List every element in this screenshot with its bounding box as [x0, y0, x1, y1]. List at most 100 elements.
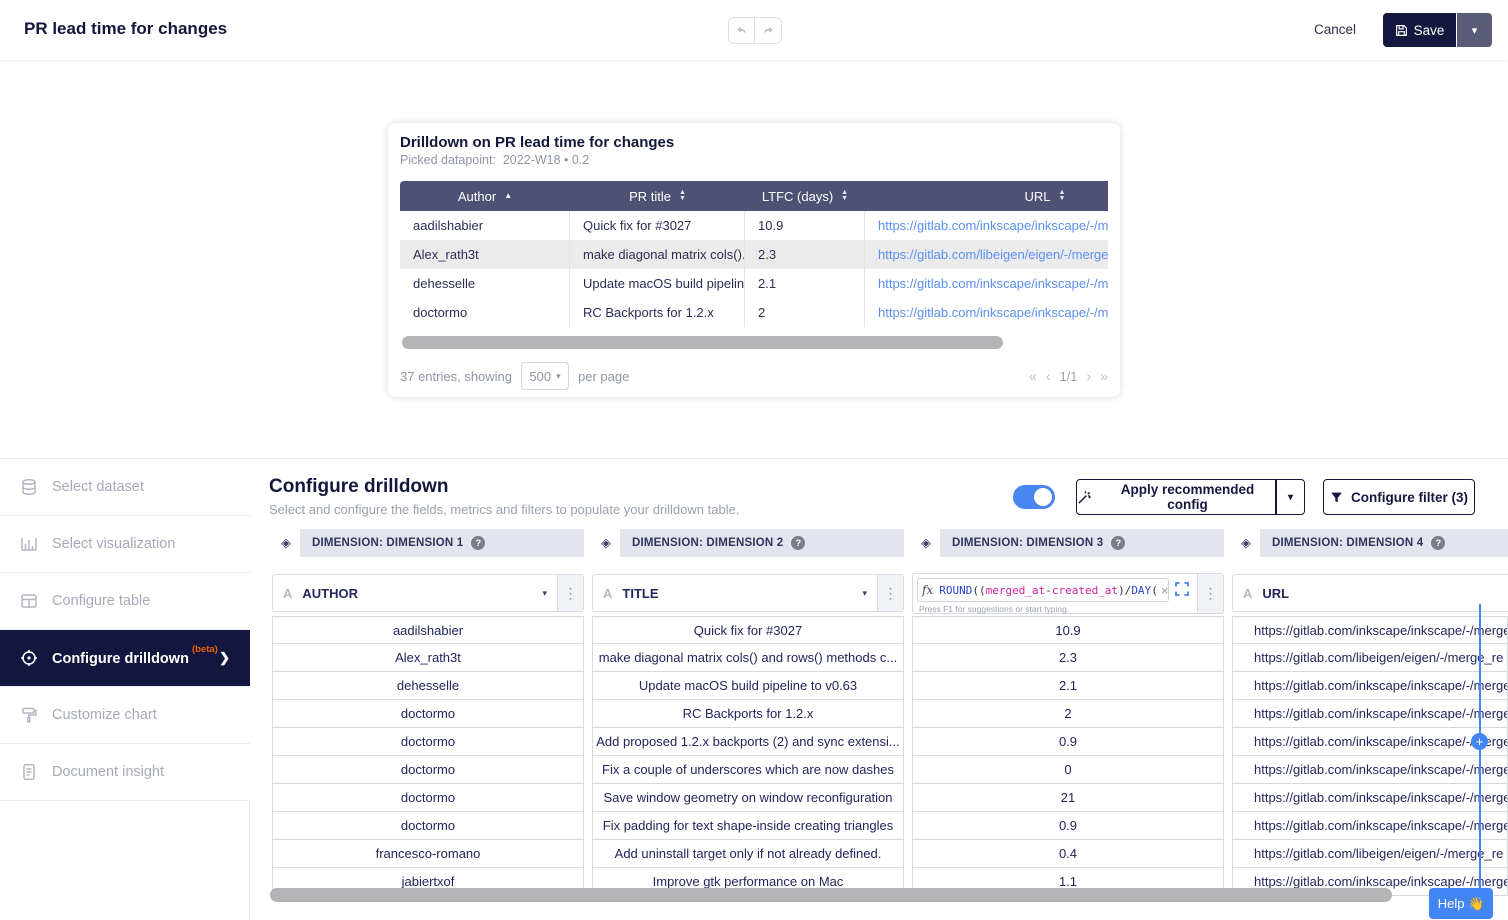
- save-dropdown-button[interactable]: ▾: [1457, 13, 1492, 47]
- toggle-knob: [1032, 486, 1054, 508]
- url-link[interactable]: https://gitlab.com/libeigen/eigen/-/merg…: [1232, 644, 1508, 672]
- drilldown-enabled-toggle[interactable]: [1013, 485, 1055, 509]
- text-type-icon: A: [603, 585, 613, 601]
- sort-asc-icon: ▲: [504, 191, 513, 200]
- expand-formula-icon[interactable]: [1175, 582, 1189, 596]
- url-link[interactable]: https://gitlab.com/inkscape/inkscape/-/m…: [1232, 728, 1508, 756]
- history-buttons: [728, 17, 782, 44]
- sidebar-item-select-visualization[interactable]: Select visualization: [0, 516, 250, 573]
- grid-cell: 0.9: [912, 812, 1224, 840]
- steps-sidebar: Select dataset Select visualization Conf…: [0, 459, 250, 920]
- drilldown-preview-card: Drilldown on PR lead time for changes Pi…: [388, 123, 1120, 397]
- save-icon: [1395, 24, 1408, 37]
- last-page-button[interactable]: »: [1100, 368, 1108, 384]
- apply-config-dropdown-button[interactable]: ▾: [1276, 479, 1305, 515]
- grid-column-url: https://gitlab.com/inkscape/inkscape/-/m…: [1232, 616, 1508, 896]
- column-header-author[interactable]: Author ▲: [457, 188, 513, 204]
- field-menu-button[interactable]: ⋮: [877, 575, 903, 611]
- field-select-title[interactable]: A TITLE ▾: [593, 575, 877, 611]
- grid-cell: aadilshabier: [272, 616, 584, 644]
- url-link[interactable]: https://gitlab.com/inkscape/inkscape/-/m…: [1232, 616, 1508, 644]
- dimension-2-field: A TITLE ▾ ⋮: [592, 574, 904, 612]
- config-subtitle: Select and configure the fields, metrics…: [269, 502, 740, 517]
- document-icon: [20, 763, 38, 781]
- caret-down-icon: ▾: [556, 370, 561, 381]
- drilldown-table: Author ▲ PR title ▲ ▼ LTFC (days) ▲ ▼ URL …: [400, 181, 1108, 331]
- sidebar-item-document-insight[interactable]: Document insight: [0, 744, 250, 801]
- per-page-text: per page: [578, 368, 630, 384]
- column-header-pr-title[interactable]: PR title ▲ ▼: [629, 188, 686, 204]
- apply-recommended-config-button[interactable]: Apply recommended config: [1076, 479, 1276, 515]
- dimension-diamond-icon: ◈: [912, 529, 940, 557]
- grid-cell: doctormo: [272, 812, 584, 840]
- table-row: dehesselle Update macOS build pipelin...…: [400, 269, 1108, 298]
- paint-roller-icon: [20, 706, 38, 724]
- topbar: PR lead time for changes Cancel Save ▾: [0, 0, 1508, 60]
- caret-down-icon: ▾: [542, 587, 547, 598]
- url-link[interactable]: https://gitlab.com/inkscape/inkscape/-/m…: [1232, 812, 1508, 840]
- column-header-ltfc[interactable]: LTFC (days) ▲ ▼: [761, 188, 849, 204]
- help-circle-icon[interactable]: ?: [471, 536, 486, 550]
- card-title: Drilldown on PR lead time for changes: [400, 134, 675, 151]
- grid-cell: Fix padding for text shape-inside creati…: [592, 812, 904, 840]
- column-header-url[interactable]: URL ▲ ▼: [1024, 188, 1066, 204]
- url-link[interactable]: https://gitlab.com/inkscape/inkscape/-/m…: [878, 276, 1108, 291]
- undo-button[interactable]: [728, 17, 755, 44]
- help-button[interactable]: Help 👋: [1429, 888, 1493, 919]
- url-link[interactable]: https://gitlab.com/inkscape/inkscape/-/m…: [878, 218, 1108, 233]
- table-header-row: Author ▲ PR title ▲ ▼ LTFC (days) ▲ ▼ URL …: [400, 181, 1108, 211]
- grid-cell: Save window geometry on window reconfigu…: [592, 784, 904, 812]
- table-row: Alex_rath3t make diagonal matrix cols().…: [400, 240, 1108, 269]
- save-button[interactable]: Save: [1383, 13, 1456, 47]
- url-link[interactable]: https://gitlab.com/inkscape/inkscape/-/m…: [1232, 756, 1508, 784]
- grid-cell: Alex_rath3t: [272, 644, 584, 672]
- grid-horizontal-scrollbar[interactable]: [270, 888, 1392, 902]
- grid-cell: doctormo: [272, 728, 584, 756]
- url-link[interactable]: https://gitlab.com/inkscape/inkscape/-/m…: [1232, 784, 1508, 812]
- filter-funnel-icon: [1330, 491, 1343, 504]
- grid-cell: 0: [912, 756, 1224, 784]
- field-menu-button[interactable]: ⋮: [1197, 574, 1223, 613]
- first-page-button[interactable]: «: [1028, 368, 1037, 384]
- url-link[interactable]: https://gitlab.com/libeigen/eigen/-/merg…: [1232, 840, 1508, 868]
- clear-formula-icon[interactable]: ×: [1160, 582, 1169, 598]
- field-menu-button[interactable]: ⋮: [557, 575, 583, 611]
- grid-column-title: Quick fix for #3027 make diagonal matrix…: [592, 616, 904, 896]
- add-dimension-button[interactable]: +: [1471, 733, 1488, 750]
- page-size-select[interactable]: 500 ▾: [521, 362, 570, 390]
- database-icon: [20, 478, 38, 496]
- formula-input[interactable]: fx ROUND((merged_at-created_at)/DAY( ×: [917, 578, 1169, 602]
- grid-cell: doctormo: [272, 700, 584, 728]
- sidebar-item-customize-chart[interactable]: Customize chart: [0, 687, 250, 744]
- beta-badge: (beta): [191, 644, 218, 656]
- url-link[interactable]: https://gitlab.com/inkscape/inkscape/-/m…: [1232, 700, 1508, 728]
- grid-cell: dehesselle: [272, 672, 584, 700]
- url-link[interactable]: https://gitlab.com/inkscape/inkscape/-/m…: [878, 305, 1108, 320]
- prev-page-button[interactable]: ‹: [1045, 368, 1051, 384]
- redo-icon: [761, 24, 775, 38]
- table-row: doctormo RC Backports for 1.2.x 2 https:…: [400, 298, 1108, 327]
- sidebar-item-configure-drilldown[interactable]: Configure drilldown(beta) ❯: [0, 630, 250, 687]
- field-select-url[interactable]: A URL: [1233, 575, 1508, 611]
- sidebar-item-select-dataset[interactable]: Select dataset: [0, 459, 250, 516]
- table-icon: [20, 592, 38, 610]
- field-select-author[interactable]: A AUTHOR ▾: [273, 575, 557, 611]
- next-page-button[interactable]: ›: [1086, 368, 1092, 384]
- help-circle-icon[interactable]: ?: [1111, 536, 1126, 550]
- help-circle-icon[interactable]: ?: [791, 536, 806, 550]
- page-title: PR lead time for changes: [24, 19, 228, 38]
- page-indicator: 1/1: [1059, 368, 1078, 384]
- entries-text: 37 entries, showing: [400, 368, 513, 384]
- caret-down-icon: ▾: [1287, 491, 1294, 503]
- help-circle-icon[interactable]: ?: [1431, 536, 1446, 550]
- table-horizontal-scrollbar[interactable]: [402, 336, 1003, 349]
- url-link[interactable]: https://gitlab.com/inkscape/inkscape/-/m…: [1232, 672, 1508, 700]
- configure-filter-button[interactable]: Configure filter (3): [1323, 479, 1475, 515]
- dimension-3-header: ◈ DIMENSION: DIMENSION 3?: [912, 529, 1224, 557]
- cancel-button[interactable]: Cancel: [1313, 22, 1356, 37]
- url-link[interactable]: https://gitlab.com/libeigen/eigen/-/merg…: [878, 247, 1108, 262]
- grid-cell: 2.3: [912, 644, 1224, 672]
- redo-button[interactable]: [755, 17, 782, 44]
- sidebar-item-configure-table[interactable]: Configure table: [0, 573, 250, 630]
